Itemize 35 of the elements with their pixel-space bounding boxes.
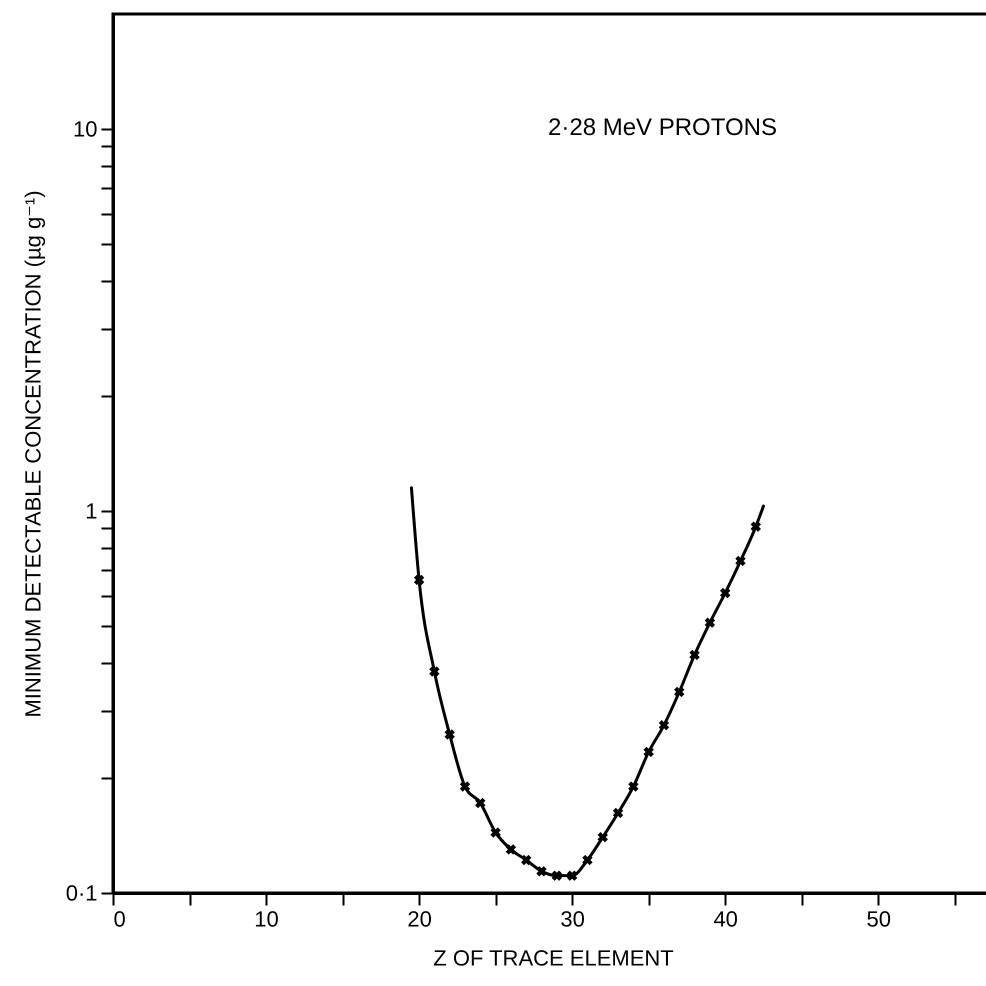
point [643, 746, 654, 758]
x-tick-label: 10 [254, 906, 279, 932]
point [521, 854, 532, 866]
y-tick-label: 1 [85, 498, 98, 524]
point [506, 844, 516, 855]
x-tick-label: 30 [560, 906, 585, 932]
point [444, 729, 455, 740]
point [566, 870, 578, 881]
point [674, 686, 684, 698]
point [612, 808, 624, 818]
x-tick-label: 20 [407, 906, 432, 932]
annotation: 2·28 MeV PROTONS [548, 114, 777, 141]
point [689, 650, 700, 660]
point [750, 521, 761, 532]
x-tick-label: 50 [866, 906, 891, 932]
y-tick-label: 0·1 [66, 880, 98, 906]
point [475, 798, 486, 808]
x-axis-title: Z OF TRACE ELEMENT [433, 946, 674, 970]
point [720, 588, 730, 598]
point [598, 832, 608, 842]
point [658, 720, 670, 730]
point [460, 781, 470, 792]
y-axis-title: MINIMUM DETECTABLE CONCENTRATION (µg g⁻¹) [20, 190, 46, 718]
point [429, 666, 440, 677]
point [582, 854, 593, 866]
x-tick-label: 40 [713, 906, 738, 932]
y-tick-label: 10 [73, 116, 98, 142]
x-tick-label: 0 [114, 906, 126, 932]
point [490, 827, 501, 838]
point [628, 781, 639, 792]
point [735, 556, 746, 566]
point [536, 866, 547, 876]
point [414, 574, 424, 586]
point [552, 870, 562, 881]
point [704, 618, 716, 628]
